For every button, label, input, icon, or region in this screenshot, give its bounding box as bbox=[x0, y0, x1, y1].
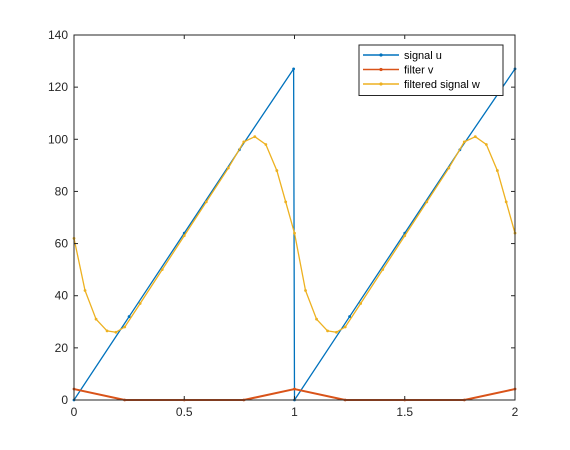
data-point-filtered-signal-w bbox=[114, 330, 118, 334]
data-point-filtered-signal-w bbox=[495, 169, 499, 172]
legend-swatch-marker bbox=[379, 67, 383, 72]
data-point-filtered-signal-w bbox=[403, 234, 407, 238]
data-point-filtered-signal-w bbox=[123, 325, 127, 329]
legend-label: filtered signal w bbox=[404, 79, 480, 91]
y-tick-label: 120 bbox=[48, 80, 68, 94]
data-point-filtered-signal-w bbox=[264, 143, 268, 146]
data-point-filtered-signal-w bbox=[359, 302, 363, 305]
data-point-signal-u bbox=[292, 67, 296, 71]
y-tick-label: 40 bbox=[55, 289, 69, 303]
x-tick-label: 1.5 bbox=[396, 405, 413, 419]
data-point-filtered-signal-w bbox=[343, 325, 347, 329]
data-point-signal-u bbox=[127, 315, 131, 318]
y-tick-label: 140 bbox=[48, 28, 68, 42]
data-point-filtered-signal-w bbox=[462, 140, 466, 144]
legend-label: filter v bbox=[404, 65, 434, 77]
data-point-filtered-signal-w bbox=[484, 143, 488, 146]
data-point-filtered-signal-w bbox=[315, 317, 318, 321]
data-point-filtered-signal-w bbox=[226, 166, 230, 170]
data-point-filtered-signal-w bbox=[447, 166, 451, 170]
y-tick-label: 20 bbox=[55, 341, 69, 355]
legend-swatch-marker bbox=[379, 82, 383, 86]
data-point-signal-u bbox=[348, 315, 352, 318]
legend: signal u filter v filtered signal w bbox=[358, 44, 504, 96]
x-tick-label: 0.5 bbox=[176, 405, 193, 419]
y-tick-label: 60 bbox=[55, 237, 69, 251]
data-point-filtered-signal-w bbox=[253, 135, 257, 139]
x-tick-label: 2 bbox=[512, 405, 519, 419]
data-point-filtered-signal-w bbox=[94, 317, 98, 321]
data-point-filtered-signal-w bbox=[105, 329, 109, 333]
data-point-filtered-signal-w bbox=[293, 231, 296, 235]
x-tick-label: 0 bbox=[71, 405, 78, 419]
data-point-filtered-signal-w bbox=[334, 330, 338, 334]
data-point-filtered-signal-w bbox=[425, 200, 429, 204]
data-point-filter-v bbox=[293, 387, 296, 391]
y-tick-label: 80 bbox=[55, 184, 69, 198]
data-point-filtered-signal-w bbox=[275, 169, 279, 172]
data-point-filtered-signal-w bbox=[182, 234, 186, 238]
legend-label: signal u bbox=[404, 50, 442, 62]
data-point-filtered-signal-w bbox=[204, 200, 208, 204]
x-tick-label: 1 bbox=[291, 405, 298, 419]
data-point-filtered-signal-w bbox=[138, 302, 142, 305]
y-tick-label: 100 bbox=[48, 132, 68, 146]
data-point-filtered-signal-w bbox=[304, 289, 307, 292]
data-point-filtered-signal-w bbox=[473, 135, 477, 139]
y-tick-label: 0 bbox=[61, 393, 68, 407]
data-point-filtered-signal-w bbox=[326, 329, 329, 333]
data-point-filtered-signal-w bbox=[284, 200, 288, 204]
legend-swatch-marker bbox=[379, 53, 383, 57]
y-axis-ticks: 0 20 40 60 80 100 120 140 bbox=[48, 28, 515, 407]
data-point-filtered-signal-w bbox=[83, 289, 87, 292]
data-point-filtered-signal-w bbox=[242, 140, 246, 144]
data-point-filtered-signal-w bbox=[160, 268, 164, 272]
data-point-filtered-signal-w bbox=[381, 268, 385, 272]
x-axis-ticks: 0 0.5 1 1.5 2 bbox=[71, 35, 519, 419]
data-point-filtered-signal-w bbox=[504, 200, 508, 204]
